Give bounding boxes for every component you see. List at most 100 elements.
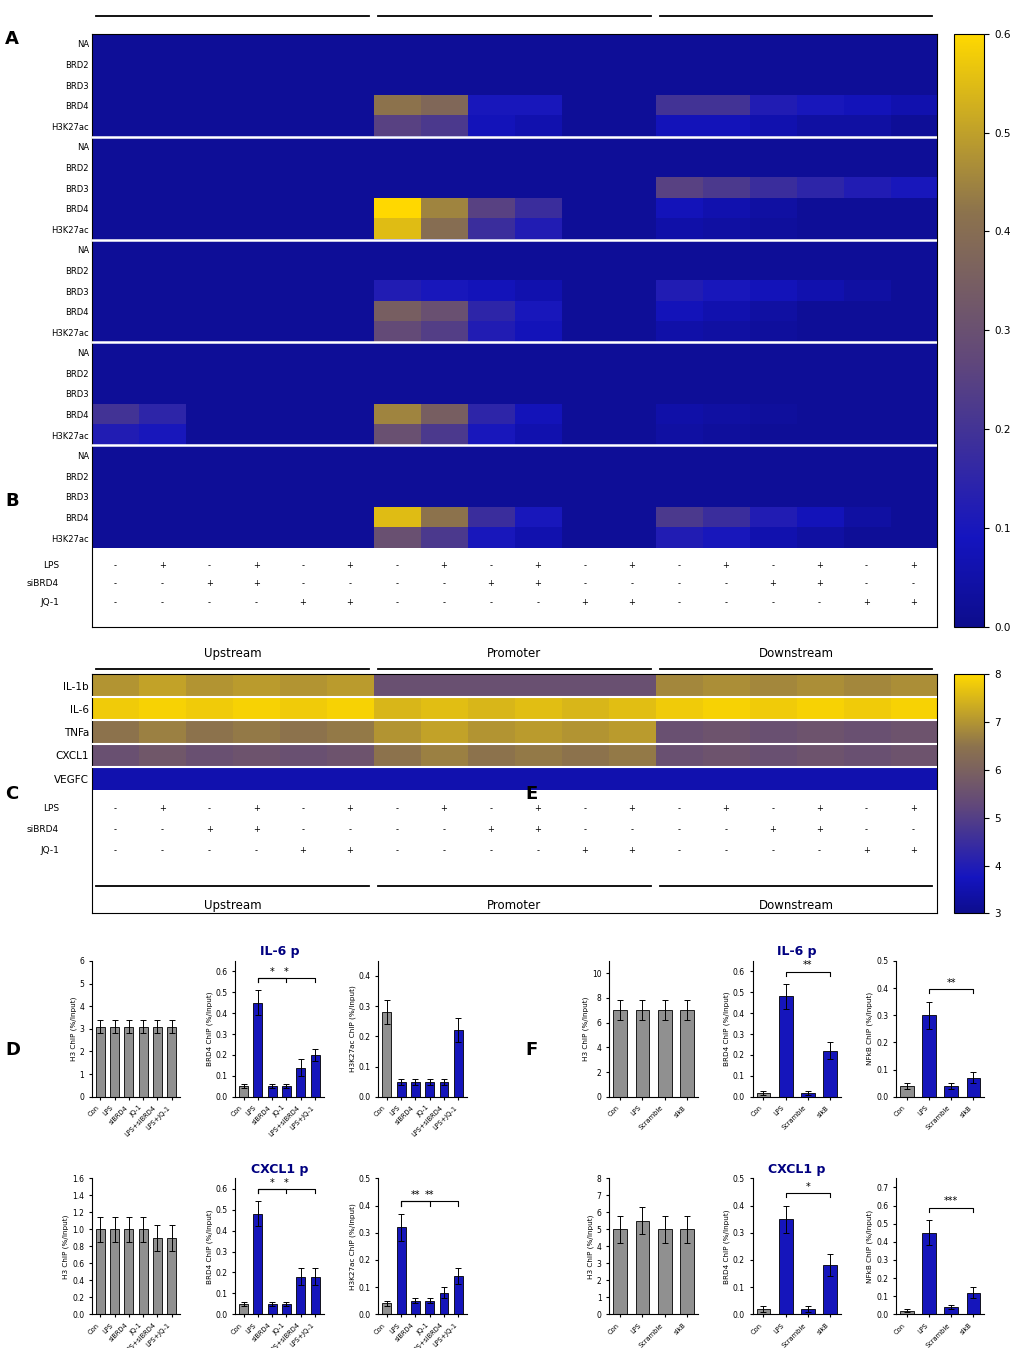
Bar (167, 1237, 176, 1314)
Bar (96, 1027, 105, 1097)
Text: -: - (114, 847, 116, 855)
Text: -: - (442, 825, 445, 834)
Text: -: - (208, 561, 211, 570)
Text: -: - (489, 805, 492, 813)
Text: -: - (302, 825, 305, 834)
Text: +: + (300, 847, 307, 855)
Bar (680, 1010, 693, 1097)
Text: -: - (161, 580, 164, 588)
Text: -: - (911, 825, 914, 834)
Text: -: - (583, 561, 586, 570)
Text: *: * (269, 1178, 274, 1188)
Bar (311, 1055, 319, 1097)
Title: CXCL1 p: CXCL1 p (767, 1163, 824, 1175)
Text: -: - (208, 847, 211, 855)
Bar (612, 1229, 627, 1314)
Text: +: + (628, 597, 635, 607)
Text: +: + (815, 561, 822, 570)
Text: Upstream: Upstream (204, 647, 261, 661)
Text: -: - (395, 561, 398, 570)
Text: +: + (581, 597, 588, 607)
Bar (167, 1027, 176, 1097)
Text: -: - (677, 561, 680, 570)
Text: +: + (440, 805, 447, 813)
Text: +: + (628, 561, 635, 570)
Text: +: + (909, 847, 916, 855)
Text: -: - (442, 847, 445, 855)
Y-axis label: H3K27ac ChIP (%/Input): H3K27ac ChIP (%/Input) (348, 1202, 356, 1290)
Bar (921, 1232, 935, 1314)
Text: +: + (862, 847, 869, 855)
Text: +: + (159, 561, 165, 570)
Text: -: - (817, 597, 820, 607)
Bar (779, 996, 792, 1097)
Bar (110, 1229, 119, 1314)
Bar (635, 1010, 649, 1097)
Text: -: - (677, 847, 680, 855)
Y-axis label: NFkB ChIP (%/Input): NFkB ChIP (%/Input) (866, 992, 872, 1065)
Text: +: + (487, 825, 494, 834)
Text: C: C (5, 785, 18, 802)
Text: +: + (534, 561, 541, 570)
Text: ***: *** (944, 1197, 958, 1206)
Text: +: + (487, 580, 494, 588)
Text: +: + (346, 805, 354, 813)
Bar (253, 1003, 262, 1097)
Text: *: * (269, 967, 274, 976)
Y-axis label: H3 ChIP (%/Input): H3 ChIP (%/Input) (70, 996, 76, 1061)
Title: IL-6 p: IL-6 p (776, 945, 816, 958)
Bar (311, 1277, 319, 1314)
Bar (281, 1086, 290, 1097)
Text: +: + (768, 825, 775, 834)
Bar (612, 1010, 627, 1097)
Bar (139, 1229, 148, 1314)
Text: +: + (721, 561, 729, 570)
Title: IL-6 p: IL-6 p (259, 945, 299, 958)
Y-axis label: BRD4 ChIP (%/Input): BRD4 ChIP (%/Input) (722, 1209, 730, 1283)
Bar (921, 1015, 935, 1097)
Text: -: - (864, 825, 867, 834)
Text: -: - (348, 825, 352, 834)
Y-axis label: H3 ChIP (%/Input): H3 ChIP (%/Input) (582, 996, 589, 1061)
Text: -: - (536, 847, 539, 855)
Text: -: - (302, 580, 305, 588)
Y-axis label: H3 ChIP (%/Input): H3 ChIP (%/Input) (587, 1215, 593, 1278)
Bar (267, 1304, 276, 1314)
Text: Upstream: Upstream (204, 899, 261, 913)
Text: -: - (395, 580, 398, 588)
Text: -: - (677, 825, 680, 834)
Text: +: + (721, 805, 729, 813)
Bar (411, 1081, 420, 1097)
Text: -: - (864, 561, 867, 570)
Text: **: ** (411, 1190, 420, 1200)
Text: siBRD4: siBRD4 (26, 825, 59, 834)
Bar (238, 1086, 248, 1097)
Bar (822, 1051, 837, 1097)
Text: -: - (770, 847, 773, 855)
Text: *: * (284, 1178, 288, 1188)
Bar (96, 1229, 105, 1314)
Text: F: F (525, 1041, 537, 1058)
Text: -: - (723, 847, 727, 855)
Text: -: - (302, 805, 305, 813)
Text: -: - (255, 847, 258, 855)
Text: D: D (5, 1041, 20, 1058)
Text: +: + (206, 825, 212, 834)
Text: **: ** (802, 960, 812, 971)
Bar (657, 1229, 671, 1314)
Text: -: - (723, 597, 727, 607)
Bar (253, 1215, 262, 1314)
Text: +: + (253, 825, 259, 834)
Text: Promoter: Promoter (487, 647, 541, 661)
Text: -: - (489, 847, 492, 855)
Text: +: + (440, 561, 447, 570)
Text: +: + (534, 825, 541, 834)
Bar (297, 1277, 305, 1314)
Text: -: - (583, 825, 586, 834)
Bar (425, 1301, 434, 1314)
Text: -: - (677, 580, 680, 588)
Bar (382, 1012, 391, 1097)
Bar (966, 1078, 979, 1097)
Bar (680, 1229, 693, 1314)
Text: -: - (114, 825, 116, 834)
